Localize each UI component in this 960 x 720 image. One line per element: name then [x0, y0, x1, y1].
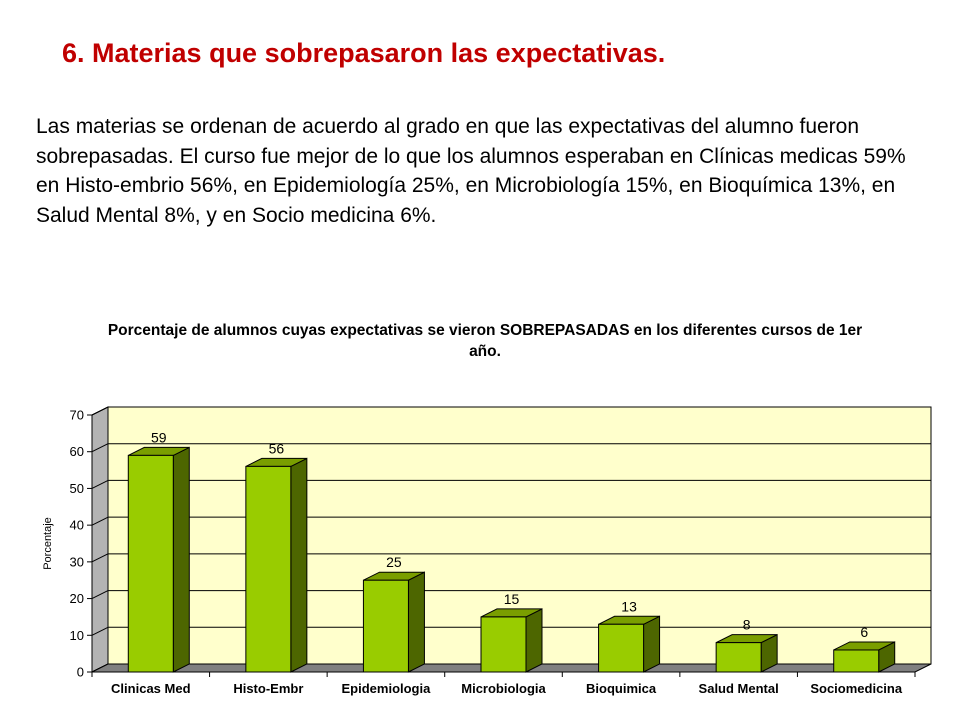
y-tick-label: 50: [70, 481, 84, 496]
slide-body-text: Las materias se ordenan de acuerdo al gr…: [36, 115, 906, 227]
bar: [245, 465, 292, 673]
bar: [362, 579, 409, 673]
y-tick-label: 40: [70, 518, 84, 533]
gridline-side: [91, 626, 109, 636]
x-category-label: Microbiologia: [461, 681, 546, 696]
gridline-side: [91, 479, 109, 489]
x-category-label: Salud Mental: [699, 681, 779, 696]
bar: [833, 649, 880, 673]
bar-side: [172, 446, 190, 673]
bar-side: [407, 571, 425, 673]
data-label: 15: [504, 591, 520, 607]
x-category-label: Clinicas Med: [111, 681, 191, 696]
data-label: 56: [269, 440, 285, 456]
bar-side: [643, 615, 661, 673]
x-category-label: Bioquimica: [586, 681, 657, 696]
y-tick-label: 10: [70, 628, 84, 643]
bar: [715, 642, 762, 673]
bar: [598, 623, 645, 673]
gridline-side: [91, 590, 109, 600]
data-label: 6: [860, 624, 868, 640]
y-tick-label: 70: [70, 408, 84, 423]
plot-side-wall: [91, 406, 109, 673]
bar-side: [290, 457, 308, 673]
data-label: 13: [621, 598, 637, 614]
bar: [127, 454, 174, 673]
gridline-side: [91, 516, 109, 526]
y-tick-label: 60: [70, 444, 84, 459]
y-axis-title: Porcentaje: [42, 517, 54, 570]
x-category-label: Histo-Embr: [233, 681, 303, 696]
gridline-side: [91, 553, 109, 563]
gridline-side: [91, 406, 109, 416]
slide-title: 6. Materias que sobrepasaron las expecta…: [62, 38, 666, 68]
bar: [480, 616, 527, 673]
chart-title: Porcentaje de alumnos cuyas expectativas…: [107, 322, 863, 360]
data-label: 8: [743, 617, 751, 633]
gridline-side: [91, 443, 109, 453]
data-label: 25: [386, 554, 402, 570]
bar-side: [525, 608, 543, 673]
y-tick-label: 20: [70, 591, 84, 606]
y-tick-label: 30: [70, 554, 84, 569]
y-tick-label: 0: [77, 665, 84, 680]
x-category-label: Sociomedicina: [810, 681, 903, 696]
x-category-label: Epidemiologia: [342, 681, 432, 696]
data-label: 59: [151, 429, 167, 445]
